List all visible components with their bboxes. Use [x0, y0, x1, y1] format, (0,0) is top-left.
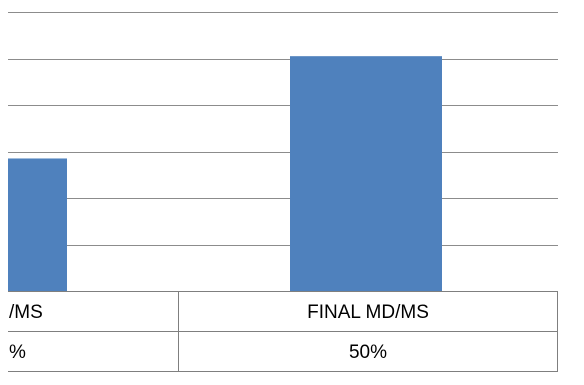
- bar: [8, 158, 67, 291]
- gridlines: [8, 12, 558, 246]
- table-value-cell: 50%: [349, 342, 387, 363]
- data-table: /MS FINAL MD/MS% 50%: [8, 291, 558, 372]
- bars: [8, 56, 442, 291]
- category-label: FINAL MD/MS: [307, 302, 429, 323]
- bar: [290, 56, 442, 291]
- table-value-cell: %: [9, 342, 26, 363]
- category-label: /MS: [9, 302, 43, 323]
